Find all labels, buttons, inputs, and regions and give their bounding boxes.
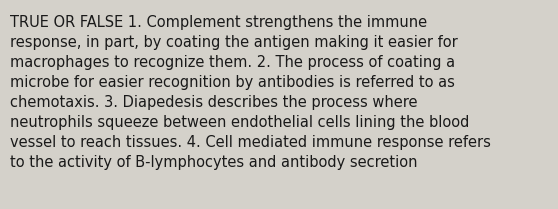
Text: TRUE OR FALSE 1. Complement strengthens the immune
response, in part, by coating: TRUE OR FALSE 1. Complement strengthens … — [10, 15, 491, 170]
